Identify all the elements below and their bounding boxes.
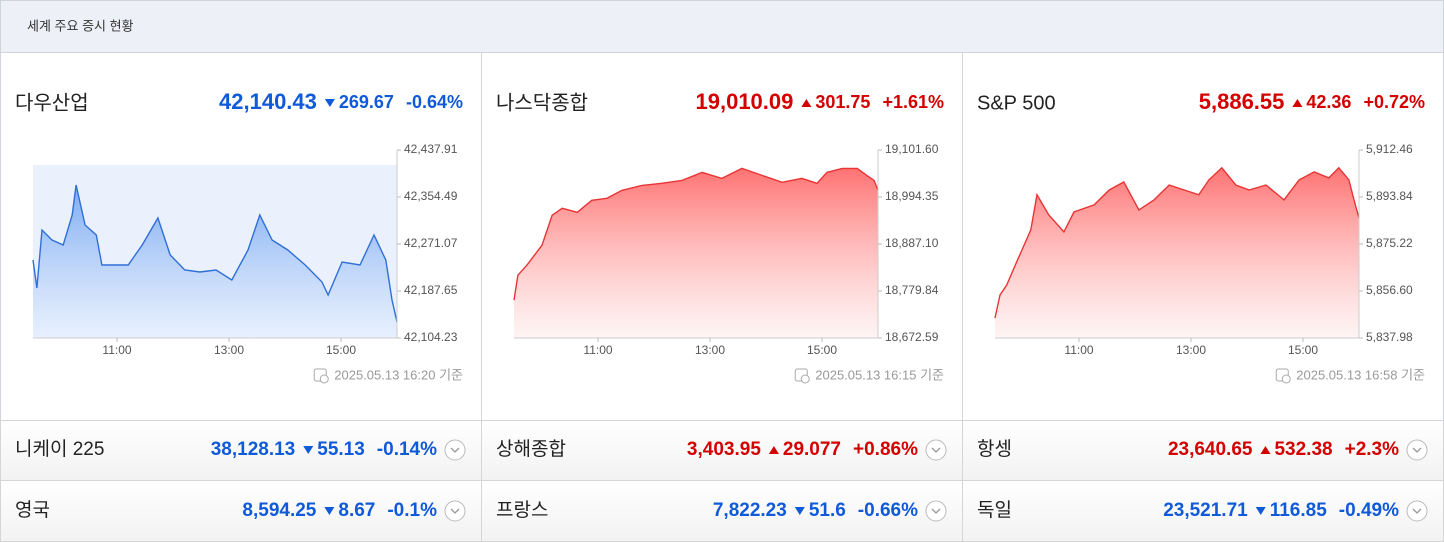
change-percent: -0.1% [387, 500, 437, 521]
change-arrow [324, 507, 335, 515]
x-tick-label: 13:00 [1176, 343, 1206, 357]
x-tick-label: 15:00 [1288, 343, 1318, 357]
row-bg [0, 480, 1444, 542]
y-tick-label: 5,856.60 [1366, 283, 1413, 297]
x-tick-label: 13:00 [695, 343, 725, 357]
y-tick-label: 42,437.91 [404, 142, 458, 156]
change-value: 269.67 [339, 92, 394, 112]
change-percent: -0.49% [1339, 500, 1399, 521]
index-name: 나스닥종합 [496, 91, 588, 114]
y-tick-label: 5,912.46 [1366, 142, 1413, 156]
price: 3,403.95 [687, 439, 761, 460]
expand-button[interactable] [925, 439, 947, 461]
y-tick-label: 42,354.49 [404, 189, 458, 203]
x-tick-label: 15:00 [807, 343, 837, 357]
y-tick-label: 42,187.65 [404, 283, 458, 297]
price: 5,886.55 [1199, 89, 1285, 114]
x-tick-label: 11:00 [1064, 343, 1093, 357]
change-arrow [801, 99, 812, 107]
row-bg [0, 420, 1444, 481]
chevron [1412, 447, 1422, 453]
chevron [1412, 508, 1422, 514]
change-percent: -0.64% [406, 92, 463, 112]
change-value: 532.38 [1274, 439, 1332, 460]
chevron [450, 508, 460, 514]
change-value: 42.36 [1306, 92, 1351, 112]
index-name: 프랑스 [496, 499, 548, 521]
timestamp: 2025.05.13 16:20 기준 [334, 367, 463, 382]
index-name: 독일 [977, 499, 1012, 521]
change-percent: +1.61% [882, 92, 944, 112]
change-arrow [794, 507, 805, 515]
clock-icon [1281, 374, 1291, 384]
change-percent: -0.14% [377, 439, 437, 460]
index-name: 상해종합 [496, 438, 566, 460]
y-tick-label: 19,101.60 [885, 142, 939, 156]
y-tick-label: 18,887.10 [885, 236, 939, 250]
y-tick-label: 5,893.84 [1366, 189, 1413, 203]
area [514, 168, 878, 338]
expand-button[interactable] [444, 500, 466, 522]
chevron [931, 447, 941, 453]
change-arrow [324, 99, 335, 107]
index-name: 다우산업 [15, 91, 89, 114]
price: 19,010.09 [696, 89, 794, 114]
area [33, 185, 397, 338]
index-name: S&P 500 [977, 92, 1056, 114]
expand-button[interactable] [444, 439, 466, 461]
change-arrow [303, 446, 314, 454]
header-bar [0, 0, 1444, 53]
price: 23,640.65 [1168, 439, 1253, 460]
y-tick-label: 42,271.07 [404, 236, 458, 250]
price: 38,128.13 [211, 439, 296, 460]
x-tick-label: 13:00 [214, 343, 244, 357]
chevron [931, 508, 941, 514]
index-name: 영국 [15, 499, 50, 521]
y-tick-label: 5,837.98 [1366, 330, 1413, 344]
price: 23,521.71 [1163, 500, 1248, 521]
change-arrow [1260, 446, 1271, 454]
expand-button[interactable] [1406, 500, 1428, 522]
line [513, 167, 879, 301]
chevron [450, 447, 460, 453]
header-title: 세계 주요 증시 현황 [27, 18, 134, 33]
y-tick-label: 18,994.35 [885, 189, 939, 203]
index-name: 항셍 [977, 438, 1012, 460]
price: 8,594.25 [242, 500, 316, 521]
line [994, 166, 1360, 319]
y-tick-label: 42,104.23 [404, 330, 458, 344]
price: 7,822.23 [713, 500, 787, 521]
y-tick-label: 18,779.84 [885, 283, 939, 297]
area [995, 167, 1359, 338]
change-value: 301.75 [815, 92, 870, 112]
x-tick-label: 11:00 [102, 343, 131, 357]
change-arrow [1255, 507, 1266, 515]
line [32, 184, 398, 323]
x-tick-label: 11:00 [583, 343, 612, 357]
change-value: 8.67 [338, 500, 375, 521]
change-value: 29.077 [783, 439, 841, 460]
y-tick-label: 18,672.59 [885, 330, 939, 344]
y-tick-label: 5,875.22 [1366, 236, 1413, 250]
change-arrow [1292, 99, 1303, 107]
change-value: 51.6 [809, 500, 846, 521]
expand-button[interactable] [1406, 439, 1428, 461]
change-value: 55.13 [317, 439, 365, 460]
change-percent: +2.3% [1345, 439, 1400, 460]
x-tick-label: 15:00 [326, 343, 356, 357]
timestamp: 2025.05.13 16:15 기준 [815, 367, 944, 382]
timestamp: 2025.05.13 16:58 기준 [1296, 367, 1425, 382]
change-value: 116.85 [1270, 500, 1327, 521]
change-arrow [768, 446, 779, 454]
expand-button[interactable] [925, 500, 947, 522]
clock-icon [800, 374, 810, 384]
change-percent: +0.86% [853, 439, 918, 460]
clock-icon [319, 374, 329, 384]
index-name: 니케이 225 [15, 438, 104, 460]
price: 42,140.43 [219, 89, 317, 114]
change-percent: -0.66% [858, 500, 918, 521]
change-percent: +0.72% [1363, 92, 1425, 112]
